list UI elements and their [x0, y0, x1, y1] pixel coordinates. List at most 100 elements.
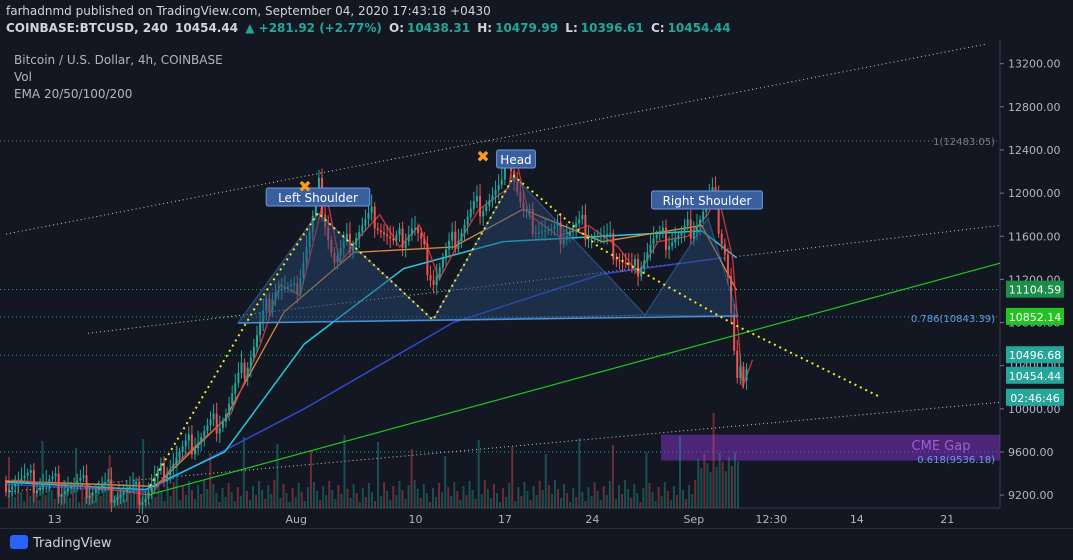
- candle-body: [184, 440, 187, 447]
- volume-bar: [645, 452, 648, 508]
- candle-body: [383, 232, 386, 235]
- candle-body: [460, 232, 463, 241]
- volume-bar: [233, 501, 236, 508]
- candle-body: [97, 487, 100, 491]
- legend-vol: Vol: [14, 70, 32, 84]
- x-tick-label: 20: [135, 513, 149, 526]
- volume-bar: [148, 502, 151, 508]
- volume-bar: [273, 480, 276, 508]
- candle-body: [633, 258, 636, 267]
- candle-body: [32, 470, 35, 493]
- candle-body: [528, 209, 531, 211]
- volume-bar: [337, 485, 340, 508]
- volume-bar: [398, 481, 401, 508]
- volume-bar: [587, 487, 590, 508]
- volume-bar: [322, 486, 325, 508]
- volume-bar: [572, 488, 575, 508]
- candle-body: [615, 258, 618, 261]
- volume-bar: [102, 482, 105, 508]
- candle-body: [559, 222, 562, 244]
- candle-body: [14, 483, 17, 487]
- candle-body: [314, 197, 317, 216]
- candle-body: [448, 240, 451, 250]
- volume-bar: [276, 444, 279, 508]
- volume-bar: [303, 501, 306, 508]
- candle-body: [243, 362, 246, 378]
- brand-name: TradingView: [33, 536, 112, 551]
- volume-bar: [511, 447, 514, 508]
- volume-bar: [639, 502, 642, 508]
- right-shoulder-label: Right Shoulder: [663, 194, 752, 208]
- candle-body: [280, 288, 283, 291]
- candle-body: [79, 477, 82, 481]
- fib-0618-label: 0.618(9536.18): [917, 455, 995, 466]
- volume-bar: [239, 496, 242, 508]
- volume-bar: [291, 488, 294, 508]
- candle-body: [311, 215, 314, 232]
- candle-body: [249, 357, 252, 368]
- candle-body: [482, 211, 485, 217]
- volume-bar: [245, 491, 248, 508]
- volume-bar: [255, 495, 258, 508]
- candle-body: [8, 489, 11, 493]
- volume-bar: [538, 481, 541, 508]
- candle-body: [224, 414, 227, 422]
- candle-body: [163, 463, 166, 482]
- candle-body: [578, 219, 581, 224]
- volume-bar: [666, 491, 669, 508]
- candle-body: [94, 490, 97, 493]
- candle-body: [26, 472, 29, 476]
- candle-body: [630, 264, 633, 267]
- candle-body: [475, 195, 478, 202]
- volume-bar: [618, 485, 620, 508]
- ema50-line: [5, 208, 738, 488]
- volume-bar: [401, 490, 404, 508]
- candle-body: [141, 502, 144, 505]
- price-tag-box: [1006, 388, 1064, 406]
- candle-body: [209, 419, 212, 426]
- volume-bar: [679, 436, 681, 508]
- candle-body: [640, 268, 643, 277]
- volume-bar: [90, 492, 93, 508]
- volume-bar: [209, 453, 212, 508]
- price-tag-box: [1006, 280, 1064, 298]
- price-chart[interactable]: 13200.00 12800.00 12400.00 12000.00 11600.00…: [0, 40, 1073, 528]
- volume-bar: [136, 489, 139, 508]
- candle-body: [5, 479, 7, 493]
- tradingview-logo[interactable]: TradingView: [10, 535, 112, 551]
- candle-body: [581, 214, 584, 220]
- volume-bar: [50, 490, 53, 508]
- volume-bar: [459, 500, 462, 508]
- volume-bar: [325, 495, 328, 508]
- candle-body: [147, 492, 150, 500]
- volume-bar: [11, 488, 14, 508]
- volume-bar: [718, 453, 721, 508]
- volume-bar: [633, 484, 636, 508]
- volume-bar: [123, 499, 126, 508]
- candle-body: [389, 236, 392, 239]
- candle-body: [259, 322, 262, 336]
- volume-bar: [709, 472, 712, 508]
- candle-body: [516, 181, 519, 192]
- candle-body: [519, 191, 522, 203]
- candle-body: [339, 248, 342, 256]
- volume-bar: [297, 483, 300, 508]
- y-tick-label: 11600.00: [1008, 230, 1061, 243]
- candle-body: [472, 201, 475, 209]
- left-shoulder-marker-icon: ✖: [298, 177, 311, 196]
- candle-body: [392, 238, 395, 241]
- volume-bar: [532, 486, 535, 508]
- candle-body: [479, 195, 482, 217]
- candle-body: [178, 451, 181, 458]
- price-tag-label: 10454.44: [1009, 370, 1062, 383]
- candle-body: [246, 367, 249, 378]
- candle-body: [733, 313, 736, 351]
- candle-body: [283, 287, 286, 289]
- x-tick-label: 12:30: [755, 513, 787, 526]
- volume-bar: [212, 484, 215, 508]
- candle-body: [11, 486, 14, 490]
- neckline: [237, 315, 739, 324]
- volume-bar: [602, 486, 605, 508]
- volume-bar: [453, 482, 456, 508]
- volume-bar: [505, 497, 508, 508]
